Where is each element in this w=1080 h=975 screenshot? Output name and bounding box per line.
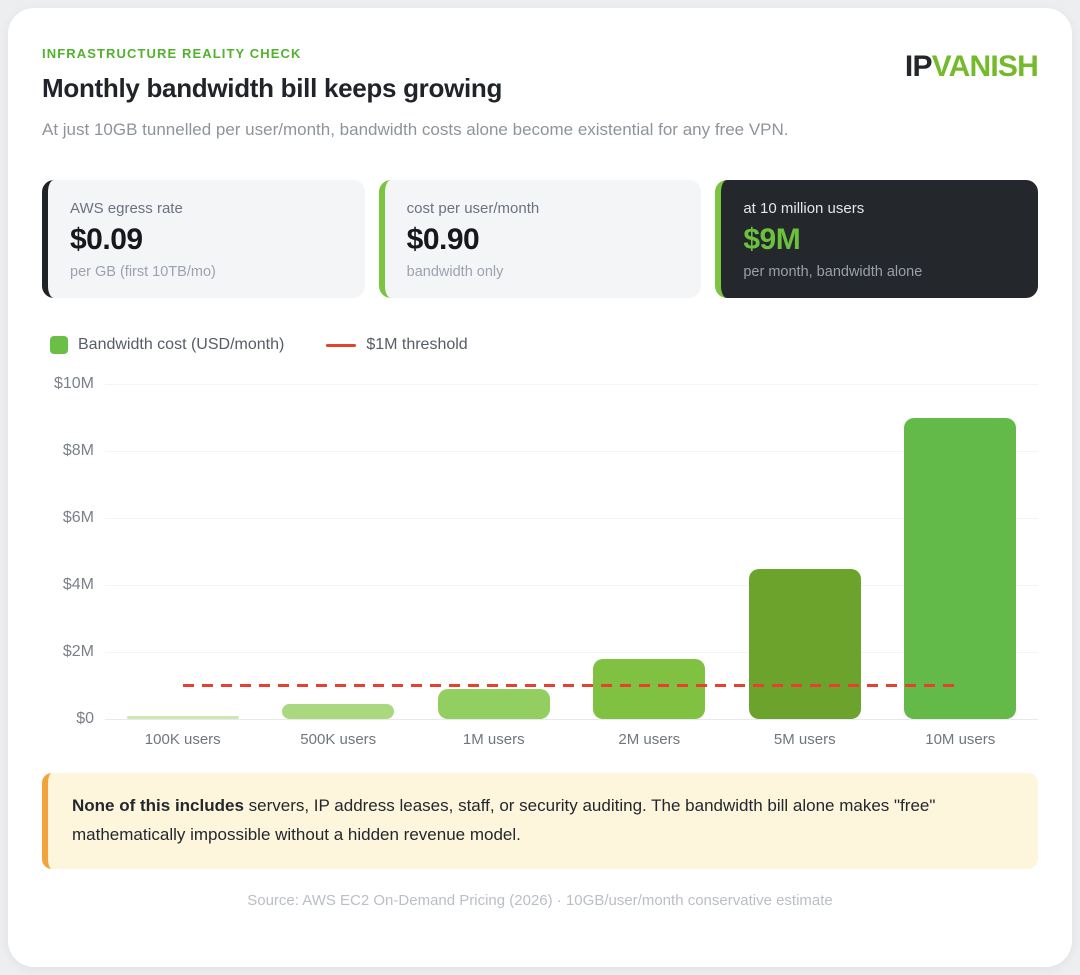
x-labels-row: 100K users 500K users 1M users 2M users 5M u… [105,731,1038,748]
stat-card-aws-egress-rate: AWS egress rate $0.09 per GB (first 10TB… [42,180,365,299]
x-axis-label: 5M users [773,731,836,749]
bars-row [105,384,1039,720]
y-axis-tick-label: $10M [53,375,94,393]
x-axis-label: 2M users [618,731,681,749]
stat-cards-row: AWS egress rate $0.09 per GB (first 10TB… [42,180,1039,299]
chart-bar-1m-users [437,689,550,720]
y-axis-tick-label: $6M [62,509,94,527]
stat-label: at 10 million users [743,200,865,218]
bar-chart: $0 $2M $4M $6M $8M $10M [42,375,1039,727]
stat-value: $0.90 [406,223,480,257]
stat-card-cost-per-user: cost per user/month $0.90 bandwidth only [378,180,702,299]
ipvanish-logo: IPVANISH [904,50,1039,84]
bandwidth-series-swatch-icon [50,336,68,355]
logo-ip: IP [904,50,933,83]
x-axis-label: 100K users [144,731,221,749]
y-axis-tick-label: $2M [62,643,94,661]
header-text: INFRASTRUCTURE REALITY CHECK Monthly ban… [42,46,789,143]
stat-subtext: per month, bandwidth alone [743,264,923,281]
y-axis-tick-label: $0 [76,710,94,728]
stat-label: cost per user/month [406,200,540,218]
chart-bar-100k-users [126,716,239,720]
stat-value: $0.09 [70,223,143,257]
chart-bar-2m-users [593,659,706,720]
x-axis-label: 1M users [462,731,525,749]
source-attribution: Source: AWS EC2 On-Demand Pricing (2026)… [247,892,833,910]
footnote-bold-text: None of this includes [72,796,244,816]
legend-series-label: Bandwidth cost (USD/month) [78,336,285,354]
eyebrow-label: INFRASTRUCTURE REALITY CHECK [42,46,302,61]
stat-subtext: per GB (first 10TB/mo) [70,264,216,281]
gridline [105,585,1038,587]
y-axis-tick-label: $8M [62,442,94,460]
header: INFRASTRUCTURE REALITY CHECK Monthly ban… [42,46,1039,143]
legend-threshold-label: $1M threshold [366,336,468,354]
logo-vanish: VANISH [931,50,1039,83]
gridline [105,719,1038,721]
chart-legend: Bandwidth cost (USD/month) $1M threshold [50,336,1038,355]
bar-slot [727,384,883,720]
gridline [105,518,1038,520]
y-axis-tick-label: $4M [62,576,94,594]
footnote-callout: None of this includes servers, IP addres… [42,773,1038,870]
bar-slot [572,384,728,720]
threshold-line-icon [326,343,357,348]
gridline [105,451,1038,453]
footnote-text: servers, IP address leases, staff, or se… [72,796,936,845]
infographic-card: INFRASTRUCTURE REALITY CHECK Monthly ban… [8,8,1072,967]
stat-subtext: bandwidth only [406,264,504,281]
stat-value: $9M [743,223,801,257]
gridline [105,384,1038,386]
bar-slot [416,384,572,720]
stat-card-at-10-million-users: at 10 million users $9M per month, bandw… [715,180,1039,299]
x-axis-label: 500K users [300,731,377,749]
chart-bar-500k-users [282,704,395,720]
bar-slot [261,384,417,720]
chart-bar-5m-users [748,568,861,720]
chart-bar-10m-users [904,417,1017,720]
stat-label: AWS egress rate [70,200,183,218]
x-axis-label: 10M users [925,731,996,749]
threshold-line [182,684,961,688]
page-subtitle: At just 10GB tunnelled per user/month, b… [42,120,789,139]
gridline [105,652,1038,654]
page-title: Monthly bandwidth bill keeps growing [42,73,503,103]
bar-slot [883,384,1039,720]
bar-slot [105,384,261,720]
